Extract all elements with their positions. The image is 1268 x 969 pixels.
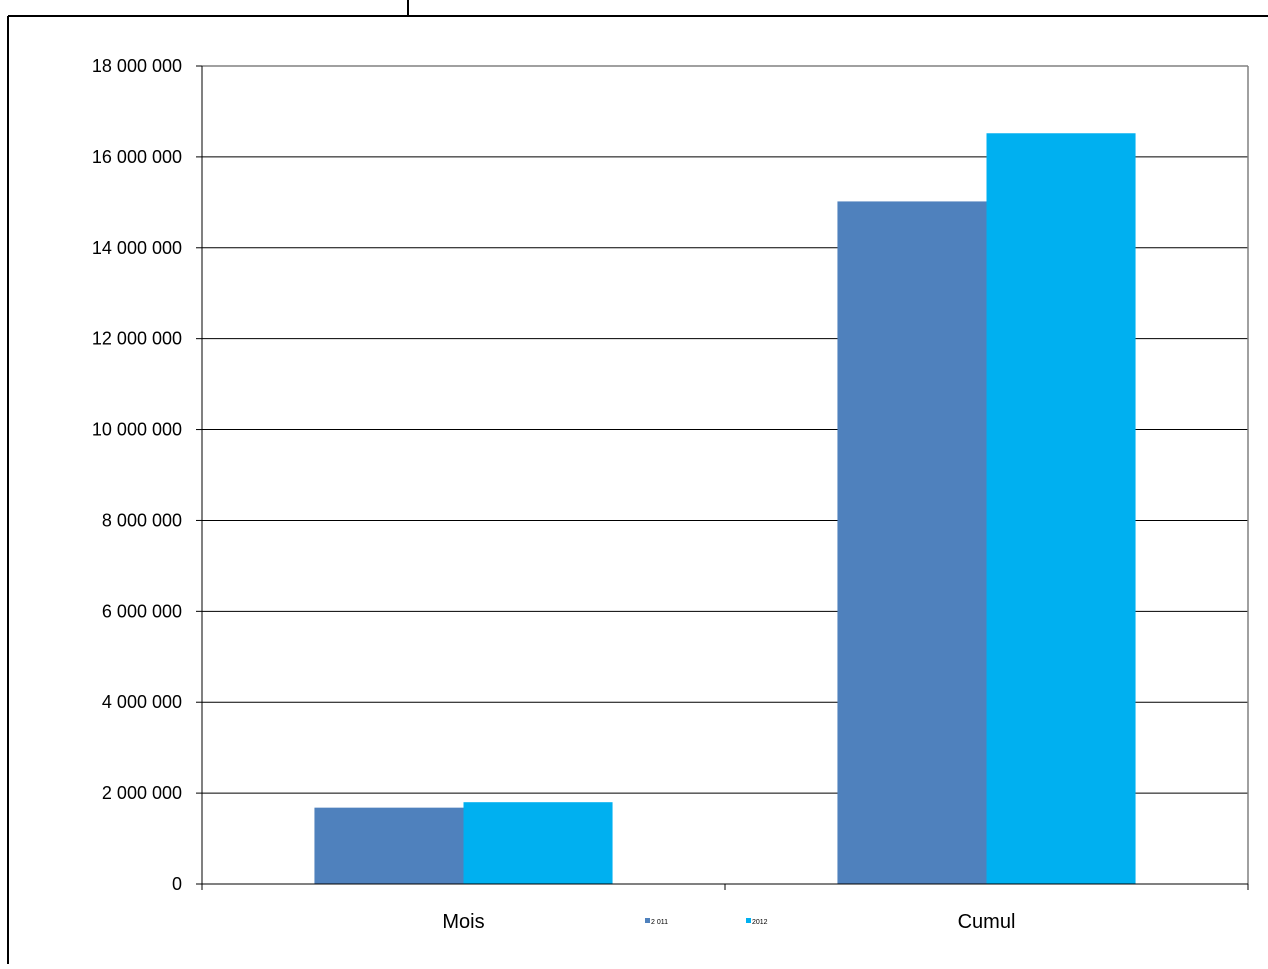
y-tick-label-2: 4 000 000 xyxy=(102,692,182,712)
bar-mois-2 xyxy=(463,802,613,884)
legend-label-1: 2 011 xyxy=(651,919,668,926)
bars xyxy=(314,133,1136,884)
x-tick-label-mois: Mois xyxy=(442,911,484,933)
y-tick-label-7: 14 000 000 xyxy=(92,238,182,258)
y-tick-labels: 0 2 000 000 4 000 000 6 000 000 8 000 000 10 … xyxy=(92,56,182,894)
bar-cumul-1 xyxy=(837,201,987,884)
y-tick-label-9: 18 000 000 xyxy=(92,56,182,76)
chart-frame xyxy=(7,0,1268,964)
bar-cumul-2 xyxy=(986,133,1136,884)
x-tick-label-cumul: Cumul xyxy=(958,911,1016,933)
legend-label-2: 2012 xyxy=(752,919,768,926)
legend-swatch-1 xyxy=(645,918,650,923)
bar-mois-1 xyxy=(314,807,464,884)
legend-swatch-2 xyxy=(746,918,751,923)
y-tick-label-0: 0 xyxy=(172,874,182,894)
y-tick-label-1: 2 000 000 xyxy=(102,783,182,803)
x-tick-labels: Mois Cumul xyxy=(442,911,1015,933)
legend: 2 011 2012 xyxy=(645,918,768,926)
axes xyxy=(196,65,1249,890)
y-tick-label-4: 8 000 000 xyxy=(102,510,182,530)
y-tick-label-5: 10 000 000 xyxy=(92,420,182,440)
y-tick-label-3: 6 000 000 xyxy=(102,601,182,621)
y-tick-label-6: 12 000 000 xyxy=(92,329,182,349)
y-tick-label-8: 16 000 000 xyxy=(92,147,182,167)
plot-area-border xyxy=(202,65,1249,884)
